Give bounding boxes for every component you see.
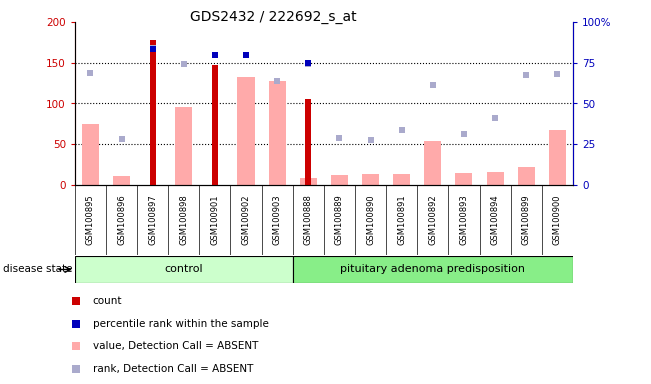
- Text: count: count: [93, 296, 122, 306]
- Text: GSM100890: GSM100890: [366, 195, 375, 245]
- Text: control: control: [165, 265, 203, 275]
- Bar: [293, 256, 573, 283]
- Bar: [549, 129, 566, 185]
- Text: value, Detection Call = ABSENT: value, Detection Call = ABSENT: [93, 341, 258, 351]
- Bar: [486, 172, 504, 185]
- Bar: [212, 65, 218, 185]
- Text: percentile rank within the sample: percentile rank within the sample: [93, 319, 269, 329]
- Bar: [518, 167, 534, 185]
- Text: GSM100893: GSM100893: [460, 195, 469, 245]
- Text: GSM100902: GSM100902: [242, 195, 251, 245]
- Text: GSM100888: GSM100888: [304, 195, 313, 245]
- Text: GSM100891: GSM100891: [397, 195, 406, 245]
- Text: GSM100894: GSM100894: [491, 195, 499, 245]
- Bar: [175, 107, 192, 185]
- Bar: [150, 40, 156, 185]
- Text: GSM100895: GSM100895: [86, 195, 95, 245]
- Bar: [299, 179, 317, 185]
- Text: pituitary adenoma predisposition: pituitary adenoma predisposition: [340, 265, 525, 275]
- Bar: [75, 256, 293, 283]
- Text: GSM100900: GSM100900: [553, 195, 562, 245]
- Text: GSM100898: GSM100898: [179, 195, 188, 245]
- Bar: [305, 99, 311, 185]
- Bar: [456, 173, 473, 185]
- Text: GSM100896: GSM100896: [117, 195, 126, 245]
- Bar: [424, 141, 441, 185]
- Text: disease state: disease state: [3, 265, 73, 275]
- Bar: [393, 174, 410, 185]
- Bar: [113, 176, 130, 185]
- Text: GSM100899: GSM100899: [521, 195, 531, 245]
- Text: GSM100889: GSM100889: [335, 195, 344, 245]
- Bar: [238, 76, 255, 185]
- Bar: [82, 124, 99, 185]
- Text: GSM100903: GSM100903: [273, 195, 282, 245]
- Text: GSM100892: GSM100892: [428, 195, 437, 245]
- Text: GSM100901: GSM100901: [210, 195, 219, 245]
- Text: rank, Detection Call = ABSENT: rank, Detection Call = ABSENT: [93, 364, 253, 374]
- Text: GSM100897: GSM100897: [148, 195, 157, 245]
- Text: GDS2432 / 222692_s_at: GDS2432 / 222692_s_at: [190, 10, 357, 23]
- Bar: [269, 81, 286, 185]
- Bar: [362, 174, 379, 185]
- Bar: [331, 175, 348, 185]
